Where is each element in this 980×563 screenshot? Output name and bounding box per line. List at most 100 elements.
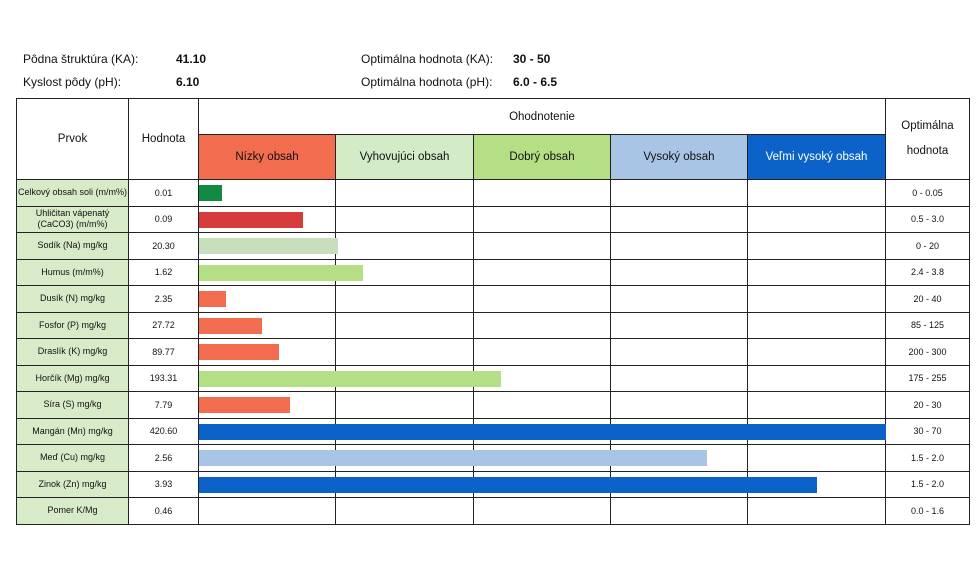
evaluation-cell: [335, 285, 474, 313]
evaluation-cell: [473, 258, 611, 286]
table-row: Síra (S) mg/kg 7.79 20 - 30: [16, 391, 970, 419]
value-bar: [199, 185, 222, 201]
evaluation-cell: [198, 285, 336, 313]
column-header-element: Prvok: [16, 98, 129, 180]
soil-analysis-table: Prvok Hodnota Ohodnotenie Optimálna hodn…: [16, 98, 970, 525]
evaluation-cell: [747, 444, 886, 472]
evaluation-cell: [610, 258, 748, 286]
element-label: Síra (S) mg/kg: [16, 391, 129, 419]
table-row: Mangán (Mn) mg/kg 420.60 30 - 70: [16, 417, 970, 445]
evaluation-cell: [473, 232, 611, 260]
optimal-range: 30 - 70: [885, 417, 970, 445]
value-bar: [199, 238, 338, 254]
evaluation-cell: [198, 232, 338, 260]
evaluation-cell: [610, 285, 748, 313]
element-value: 0.01: [128, 179, 199, 207]
optimal-range: 1.5 - 2.0: [885, 470, 970, 498]
evaluation-cell: [198, 205, 336, 233]
value-bar: [199, 291, 226, 307]
evaluation-cell: [335, 311, 474, 339]
evaluation-cell: [335, 338, 474, 366]
column-header-optimal-line2: hodnota: [906, 145, 949, 157]
evaluation-cell: [747, 285, 886, 313]
element-value: 89.77: [128, 338, 199, 366]
evaluation-cell: [335, 497, 474, 525]
element-value: 420.60: [128, 417, 199, 445]
table-row: Zinok (Zn) mg/kg 3.93 1.5 - 2.0: [16, 470, 970, 498]
optimal-range: 20 - 40: [885, 285, 970, 313]
evaluation-cell: [610, 232, 748, 260]
table-row: Draslík (K) mg/kg 89.77 200 - 300: [16, 338, 970, 366]
element-value: 7.79: [128, 391, 199, 419]
category-sufficient: Vyhovujúci obsah: [335, 134, 474, 180]
element-value: 0.09: [128, 205, 199, 233]
soil-structure-label: Pôdna štruktúra (KA):: [23, 52, 139, 66]
value-bar: [199, 423, 886, 440]
value-bar: [199, 397, 290, 413]
evaluation-cell: [198, 444, 707, 472]
evaluation-cell: [335, 205, 474, 233]
evaluation-cell: [747, 258, 886, 286]
evaluation-cell: [198, 417, 886, 445]
value-bar: [199, 450, 707, 466]
value-bar: [199, 344, 279, 360]
evaluation-cell: [198, 311, 336, 339]
table-row: Uhličitan vápenatý (CaCO3) (m/m%) 0.09 0.5…: [16, 205, 970, 233]
element-label: Meď (Cu) mg/kg: [16, 444, 129, 472]
soil-structure-value: 41.10: [176, 52, 207, 66]
element-label: Mangán (Mn) mg/kg: [16, 417, 129, 445]
column-header-optimal-line1: Optimálna: [901, 120, 954, 132]
table-row: Humus (m/m%) 1.62 2.4 - 3.8: [16, 258, 970, 286]
evaluation-cell: [473, 391, 611, 419]
table-row: Meď (Cu) mg/kg 2.56 1.5 - 2.0: [16, 444, 970, 472]
table-row: Horčík (Mg) mg/kg 193.31 175 - 255: [16, 364, 970, 392]
element-value: 193.31: [128, 364, 199, 392]
optimal-range: 0 - 20: [885, 232, 970, 260]
table-row: Dusík (N) mg/kg 2.35 20 - 40: [16, 285, 970, 313]
column-header-optimal: Optimálna hodnota: [885, 98, 970, 180]
column-header-evaluation: Ohodnotenie: [198, 98, 886, 135]
optimal-range: 2.4 - 3.8: [885, 258, 970, 286]
value-bar: [199, 370, 501, 387]
evaluation-cell: [198, 364, 501, 392]
table-row: Pomer K/Mg 0.46 0.0 - 1.6: [16, 497, 970, 525]
evaluation-cell: [335, 232, 474, 260]
evaluation-cell: [610, 311, 748, 339]
soil-ph-optimal-label: Optimálna hodnota (pH):: [361, 75, 493, 89]
evaluation-cell: [747, 364, 886, 392]
evaluation-cell: [747, 497, 886, 525]
evaluation-cell: [747, 205, 886, 233]
evaluation-cell: [747, 391, 886, 419]
soil-ph-optimal-value: 6.0 - 6.5: [513, 75, 558, 89]
evaluation-cell: [198, 338, 336, 366]
evaluation-cell: [198, 497, 336, 525]
value-bar: [199, 476, 817, 493]
category-very-high: Veľmi vysoký obsah: [747, 134, 886, 180]
evaluation-cell: [198, 391, 336, 419]
element-value: 2.35: [128, 285, 199, 313]
evaluation-cell: [198, 470, 817, 498]
evaluation-cell: [747, 232, 886, 260]
soil-structure-optimal-value: 30 - 50: [513, 52, 551, 66]
element-value: 3.93: [128, 470, 199, 498]
category-high: Vysoký obsah: [610, 134, 748, 180]
element-value: 1.62: [128, 258, 199, 286]
evaluation-cell: [610, 497, 748, 525]
element-value: 2.56: [128, 444, 199, 472]
evaluation-cell: [198, 258, 363, 286]
evaluation-cell: [610, 205, 748, 233]
element-label: Horčík (Mg) mg/kg: [16, 364, 129, 392]
evaluation-cell: [473, 179, 611, 207]
optimal-range: 200 - 300: [885, 338, 970, 366]
element-value: 0.46: [128, 497, 199, 525]
evaluation-cell: [335, 391, 474, 419]
element-value: 27.72: [128, 311, 199, 339]
evaluation-cell: [610, 338, 748, 366]
element-value: 20.30: [128, 232, 199, 260]
optimal-range: 0.0 - 1.6: [885, 497, 970, 525]
soil-ph-value: 6.10: [176, 75, 200, 89]
value-bar: [199, 211, 303, 228]
value-bar: [199, 264, 363, 281]
category-good: Dobrý obsah: [473, 134, 611, 180]
evaluation-cell: [473, 205, 611, 233]
